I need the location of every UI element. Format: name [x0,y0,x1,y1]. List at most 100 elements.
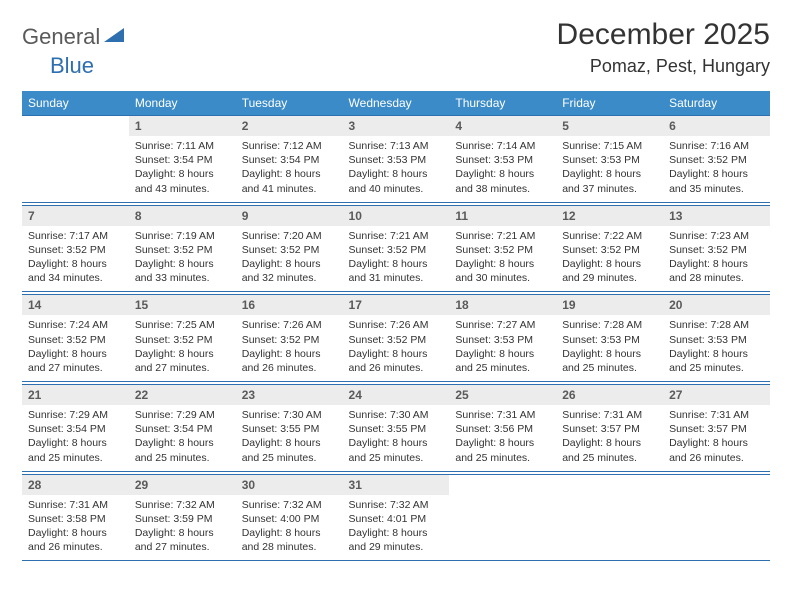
dow-saturday: Saturday [663,91,770,116]
sunset-text: Sunset: 3:57 PM [562,422,657,436]
sunrise-text: Sunrise: 7:26 AM [242,318,337,332]
day-details: Sunrise: 7:29 AMSunset: 3:54 PMDaylight:… [129,405,236,465]
day-number: 18 [449,295,556,315]
sunrise-text: Sunrise: 7:32 AM [135,498,230,512]
sunrise-text: Sunrise: 7:26 AM [349,318,444,332]
sunrise-text: Sunrise: 7:23 AM [669,229,764,243]
day-details: Sunrise: 7:32 AMSunset: 3:59 PMDaylight:… [129,495,236,555]
sunset-text: Sunset: 4:00 PM [242,512,337,526]
week-row: 28Sunrise: 7:31 AMSunset: 3:58 PMDayligh… [22,474,770,561]
sunset-text: Sunset: 3:55 PM [242,422,337,436]
day-number: 13 [663,206,770,226]
day-details: Sunrise: 7:26 AMSunset: 3:52 PMDaylight:… [236,315,343,375]
sunset-text: Sunset: 3:56 PM [455,422,550,436]
day-number: 9 [236,206,343,226]
sunrise-text: Sunrise: 7:22 AM [562,229,657,243]
day-cell: 2Sunrise: 7:12 AMSunset: 3:54 PMDaylight… [236,116,343,203]
day-details: Sunrise: 7:28 AMSunset: 3:53 PMDaylight:… [556,315,663,375]
day-cell: 5Sunrise: 7:15 AMSunset: 3:53 PMDaylight… [556,116,663,203]
sunrise-text: Sunrise: 7:13 AM [349,139,444,153]
day-cell: 11Sunrise: 7:21 AMSunset: 3:52 PMDayligh… [449,205,556,292]
day-details: Sunrise: 7:24 AMSunset: 3:52 PMDaylight:… [22,315,129,375]
daylight-text: Daylight: 8 hours and 28 minutes. [669,257,764,285]
day-cell: 13Sunrise: 7:23 AMSunset: 3:52 PMDayligh… [663,205,770,292]
day-details: Sunrise: 7:31 AMSunset: 3:58 PMDaylight:… [22,495,129,555]
logo-text-blue: Blue [50,53,94,78]
day-details: Sunrise: 7:26 AMSunset: 3:52 PMDaylight:… [343,315,450,375]
sunrise-text: Sunrise: 7:27 AM [455,318,550,332]
daylight-text: Daylight: 8 hours and 38 minutes. [455,167,550,195]
day-number: 17 [343,295,450,315]
day-details: Sunrise: 7:13 AMSunset: 3:53 PMDaylight:… [343,136,450,196]
sunset-text: Sunset: 3:52 PM [242,333,337,347]
day-details: Sunrise: 7:16 AMSunset: 3:52 PMDaylight:… [663,136,770,196]
dow-wednesday: Wednesday [343,91,450,116]
triangle-icon [104,26,124,49]
day-details: Sunrise: 7:31 AMSunset: 3:57 PMDaylight:… [663,405,770,465]
day-cell: 24Sunrise: 7:30 AMSunset: 3:55 PMDayligh… [343,385,450,472]
daylight-text: Daylight: 8 hours and 29 minutes. [349,526,444,554]
day-number: 27 [663,385,770,405]
day-cell: 21Sunrise: 7:29 AMSunset: 3:54 PMDayligh… [22,385,129,472]
sunrise-text: Sunrise: 7:16 AM [669,139,764,153]
daylight-text: Daylight: 8 hours and 43 minutes. [135,167,230,195]
sunrise-text: Sunrise: 7:29 AM [28,408,123,422]
sunset-text: Sunset: 3:54 PM [135,153,230,167]
sunrise-text: Sunrise: 7:19 AM [135,229,230,243]
day-number: 5 [556,116,663,136]
day-number: 12 [556,206,663,226]
day-details: Sunrise: 7:12 AMSunset: 3:54 PMDaylight:… [236,136,343,196]
sunset-text: Sunset: 3:53 PM [455,333,550,347]
day-details: Sunrise: 7:28 AMSunset: 3:53 PMDaylight:… [663,315,770,375]
day-details: Sunrise: 7:19 AMSunset: 3:52 PMDaylight:… [129,226,236,286]
sunrise-text: Sunrise: 7:21 AM [349,229,444,243]
day-number: 29 [129,475,236,495]
sunrise-text: Sunrise: 7:31 AM [28,498,123,512]
sunset-text: Sunset: 4:01 PM [349,512,444,526]
daylight-text: Daylight: 8 hours and 32 minutes. [242,257,337,285]
day-cell: 25Sunrise: 7:31 AMSunset: 3:56 PMDayligh… [449,385,556,472]
day-details: Sunrise: 7:30 AMSunset: 3:55 PMDaylight:… [236,405,343,465]
day-number: 8 [129,206,236,226]
day-details: Sunrise: 7:11 AMSunset: 3:54 PMDaylight:… [129,136,236,196]
day-cell: 1Sunrise: 7:11 AMSunset: 3:54 PMDaylight… [129,116,236,203]
title-block: December 2025 Pomaz, Pest, Hungary [557,18,770,77]
sunset-text: Sunset: 3:52 PM [349,333,444,347]
day-cell: 16Sunrise: 7:26 AMSunset: 3:52 PMDayligh… [236,295,343,382]
daylight-text: Daylight: 8 hours and 26 minutes. [242,347,337,375]
day-number: 16 [236,295,343,315]
day-details: Sunrise: 7:32 AMSunset: 4:00 PMDaylight:… [236,495,343,555]
day-cell: 9Sunrise: 7:20 AMSunset: 3:52 PMDaylight… [236,205,343,292]
day-number: 19 [556,295,663,315]
day-number: 28 [22,475,129,495]
daylight-text: Daylight: 8 hours and 25 minutes. [28,436,123,464]
page-title: December 2025 [557,18,770,52]
sunrise-text: Sunrise: 7:28 AM [669,318,764,332]
day-details: Sunrise: 7:21 AMSunset: 3:52 PMDaylight:… [343,226,450,286]
day-number: 2 [236,116,343,136]
calendar-table: Sunday Monday Tuesday Wednesday Thursday… [22,91,770,561]
day-cell: 7Sunrise: 7:17 AMSunset: 3:52 PMDaylight… [22,205,129,292]
day-details: Sunrise: 7:20 AMSunset: 3:52 PMDaylight:… [236,226,343,286]
day-details: Sunrise: 7:25 AMSunset: 3:52 PMDaylight:… [129,315,236,375]
daylight-text: Daylight: 8 hours and 25 minutes. [242,436,337,464]
day-cell: 10Sunrise: 7:21 AMSunset: 3:52 PMDayligh… [343,205,450,292]
sunset-text: Sunset: 3:52 PM [455,243,550,257]
dow-thursday: Thursday [449,91,556,116]
sunset-text: Sunset: 3:52 PM [349,243,444,257]
day-details: Sunrise: 7:30 AMSunset: 3:55 PMDaylight:… [343,405,450,465]
sunrise-text: Sunrise: 7:17 AM [28,229,123,243]
sunset-text: Sunset: 3:53 PM [455,153,550,167]
day-details: Sunrise: 7:17 AMSunset: 3:52 PMDaylight:… [22,226,129,286]
dow-tuesday: Tuesday [236,91,343,116]
sunrise-text: Sunrise: 7:24 AM [28,318,123,332]
sunset-text: Sunset: 3:53 PM [562,333,657,347]
sunset-text: Sunset: 3:54 PM [242,153,337,167]
day-number: 26 [556,385,663,405]
daylight-text: Daylight: 8 hours and 33 minutes. [135,257,230,285]
daylight-text: Daylight: 8 hours and 29 minutes. [562,257,657,285]
day-details: Sunrise: 7:31 AMSunset: 3:57 PMDaylight:… [556,405,663,465]
day-cell: 4Sunrise: 7:14 AMSunset: 3:53 PMDaylight… [449,116,556,203]
day-cell: 12Sunrise: 7:22 AMSunset: 3:52 PMDayligh… [556,205,663,292]
day-cell: 22Sunrise: 7:29 AMSunset: 3:54 PMDayligh… [129,385,236,472]
